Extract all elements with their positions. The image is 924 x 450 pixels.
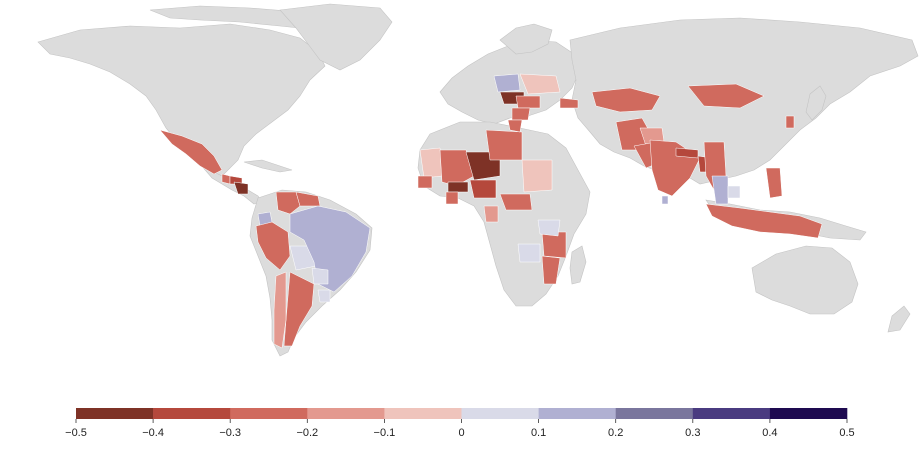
region-colombia xyxy=(275,191,301,215)
region-burkina-faso xyxy=(447,181,469,193)
region-guatemala xyxy=(221,173,231,185)
region-mali xyxy=(439,149,475,187)
legend-swatches xyxy=(76,408,848,419)
legend-tick-label: −0.1 xyxy=(374,427,396,439)
region-mexico xyxy=(159,129,223,175)
legend-swatch xyxy=(692,408,771,419)
legend-swatch xyxy=(76,408,154,419)
region-libya xyxy=(485,129,523,161)
legend-tick-label: −0.4 xyxy=(142,427,164,439)
legend-swatch xyxy=(538,408,616,419)
legend-tick-label: 0.5 xyxy=(839,427,854,439)
legend-swatch xyxy=(615,408,694,419)
region-indonesia xyxy=(705,203,823,239)
country-fills xyxy=(159,73,823,349)
region-chile xyxy=(273,271,287,349)
land-japan xyxy=(805,85,827,121)
region-georgia xyxy=(559,97,579,109)
region-philippines xyxy=(765,167,783,199)
region-zambia xyxy=(517,243,541,263)
region-paraguay xyxy=(311,267,329,285)
legend-tick-label: 0.2 xyxy=(608,427,623,439)
legend-swatch xyxy=(461,408,539,419)
region-sri-lanka xyxy=(661,195,669,205)
land-scandinavia xyxy=(499,23,553,55)
region-cameroon xyxy=(483,205,499,223)
region-kenya xyxy=(537,219,561,237)
region-mozambique xyxy=(541,255,561,285)
legend-tick-label: 0.3 xyxy=(685,427,700,439)
region-peru xyxy=(255,221,291,271)
region-thailand xyxy=(711,175,729,205)
legend-swatch xyxy=(230,408,308,419)
world-map xyxy=(37,3,919,357)
legend-swatch xyxy=(384,408,462,419)
region-senegal xyxy=(417,175,433,189)
legend-ticks: −0.5 −0.4 −0.3 −0.2 −0.1 0 0.1 0.2 0.3 0.4 0.5 xyxy=(65,419,855,439)
region-nicaragua xyxy=(233,181,249,195)
region-ghana xyxy=(445,191,459,205)
legend-swatch xyxy=(307,408,385,419)
region-greece xyxy=(507,119,523,133)
region-kazakhstan xyxy=(591,87,661,113)
legend-tick-label: 0.4 xyxy=(762,427,777,439)
region-sudan xyxy=(521,159,553,193)
region-poland xyxy=(493,73,521,93)
land-new-zealand xyxy=(887,305,911,333)
land-madagascar xyxy=(569,245,587,285)
color-legend: −0.5 −0.4 −0.3 −0.2 −0.1 0 0.1 0.2 0.3 0.4 0.5 xyxy=(65,408,855,439)
legend-swatch xyxy=(153,408,231,419)
region-tanzania xyxy=(541,231,567,259)
land-greenland xyxy=(279,3,393,71)
legend-tick-label: 0 xyxy=(458,427,464,439)
land-caribbean xyxy=(243,159,293,173)
land-australia xyxy=(751,245,859,315)
region-argentina xyxy=(283,271,315,347)
region-brazil xyxy=(289,205,371,293)
region-mongolia xyxy=(687,83,765,109)
land-north-america xyxy=(37,23,326,177)
region-bulgaria xyxy=(511,107,531,121)
legend-tick-label: 0.1 xyxy=(531,427,546,439)
region-uruguay xyxy=(317,289,331,303)
legend-tick-label: −0.2 xyxy=(296,427,318,439)
region-cambodia xyxy=(727,185,741,199)
legend-tick-label: −0.5 xyxy=(65,427,87,439)
region-ethiopia xyxy=(499,193,533,211)
region-nepal xyxy=(675,147,699,159)
region-romania xyxy=(515,95,541,109)
region-venezuela xyxy=(295,191,321,207)
region-ukraine xyxy=(519,73,561,95)
region-nigeria xyxy=(469,179,497,199)
region-mauritania xyxy=(419,147,443,179)
legend-tick-label: −0.3 xyxy=(219,427,241,439)
legend-swatch xyxy=(769,408,848,419)
region-taiwan xyxy=(785,115,795,129)
